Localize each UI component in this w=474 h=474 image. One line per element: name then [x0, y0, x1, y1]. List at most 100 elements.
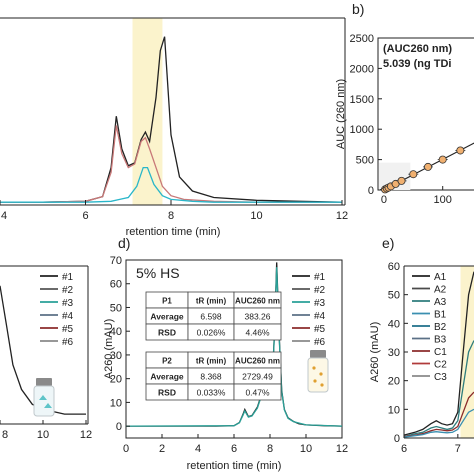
table-cell-text: Average	[150, 372, 184, 382]
tick-label: 6	[401, 443, 407, 455]
tick-label: 0	[123, 443, 129, 455]
table-cell-text: P2	[162, 357, 172, 366]
plot-frame	[125, 259, 343, 439]
annotation-line-1: (AUC260 nm)	[383, 43, 452, 55]
panel-label-e: e)	[382, 235, 394, 251]
table-cell-text: RSD	[158, 388, 176, 398]
legend-label: C3	[434, 372, 447, 383]
series-line-1	[403, 271, 474, 436]
legend-label: #3	[314, 298, 326, 309]
tick-label: 8	[168, 210, 174, 222]
tick-label: 30	[110, 350, 122, 362]
data-point	[397, 176, 406, 185]
table-cell-text: tR (min)	[196, 297, 227, 306]
table-cell-text: 383.26	[245, 312, 271, 322]
table-cell	[233, 383, 282, 401]
tick-label: 500	[356, 155, 374, 167]
data-point	[423, 162, 432, 171]
panel-a: 4 6 8 10 12 retention time (min)	[0, 17, 348, 238]
tick-label: 1500	[350, 94, 374, 106]
legend-label: C2	[434, 360, 447, 371]
tick-label: 0	[381, 194, 387, 206]
highlight-band	[132, 18, 163, 205]
tick-label: 50	[388, 290, 400, 302]
table-cell-text: tR (min)	[196, 357, 227, 366]
panel-c: 8 10 12 #1 #2 #3 #4 #5 #6	[0, 265, 92, 441]
table-cell-text: 0.47%	[245, 388, 270, 398]
tick-label: 6	[82, 210, 88, 222]
tick-label: 10	[250, 210, 262, 222]
legend-label: #1	[314, 272, 326, 283]
vial-icon	[307, 350, 329, 393]
table-cell-text: P1	[162, 297, 172, 306]
tick-label: 8	[267, 443, 273, 455]
legend-label: A3	[434, 297, 447, 308]
tick-label: 6	[231, 443, 237, 455]
table-cell	[233, 323, 282, 341]
series-line-1	[0, 36, 343, 203]
tick-label: 10	[37, 429, 49, 441]
panel-d: d) 0 2 4 6 8 10 12 0 10 20 30 40 50 60 70 A260 (mAU) r…	[103, 235, 348, 472]
tick-label: 20	[388, 376, 400, 388]
panel-label-b: b)	[352, 1, 364, 17]
table-cell-text: 6.598	[200, 312, 222, 322]
tick-label: 2000	[350, 63, 374, 75]
tick-label: 0	[394, 433, 400, 445]
legend-label: B1	[434, 310, 447, 321]
legend-label: #4	[62, 311, 74, 322]
tick-label: 0	[368, 185, 374, 197]
tick-label: 4	[1, 210, 7, 222]
tick-label: 100	[434, 194, 452, 206]
series-line-3	[0, 166, 342, 203]
table-cell-text: AUC260 nm	[235, 297, 280, 306]
series-line-2	[0, 125, 342, 203]
series-line-2	[125, 267, 343, 427]
legend-label: #6	[62, 337, 74, 348]
tick-label: 12	[80, 429, 92, 441]
tick-label: 7	[455, 443, 461, 455]
table-cell-text: AUC260 nm	[235, 357, 280, 366]
panel-label-d: d)	[118, 235, 130, 251]
annotation-line-2: 5.039 (ng TDi	[383, 58, 451, 70]
legend-label: #5	[314, 324, 326, 335]
tick-label: 10	[110, 397, 122, 409]
tick-label: 50	[110, 302, 122, 314]
table-cell-text: 0.033%	[197, 388, 226, 398]
tick-label: 70	[110, 255, 122, 267]
legend-label: A2	[434, 285, 447, 296]
x-axis-label: retention time (min)	[126, 226, 221, 238]
y-axis-label: A260 (mAU)	[369, 322, 381, 383]
tick-label: 2	[159, 443, 165, 455]
y-axis-label: A260 (mAU)	[103, 319, 115, 380]
tick-label: 8	[2, 429, 8, 441]
table-cell-text: 2729.49	[242, 372, 273, 382]
tick-label: 10	[388, 404, 400, 416]
y-axis-label: AUC (260 nm)	[335, 79, 347, 149]
vial-icon	[33, 378, 55, 417]
legend-label: #2	[62, 285, 74, 296]
table-cell-text: RSD	[158, 328, 176, 338]
x-axis-label: retention time (min)	[187, 460, 282, 472]
legend-label: #4	[314, 311, 326, 322]
series-line-2	[403, 340, 474, 438]
legend-label: #6	[314, 337, 326, 348]
tick-label: 0	[116, 421, 122, 433]
table-cell-text: 0.026%	[197, 328, 226, 338]
tick-label: 60	[388, 261, 400, 273]
panel-b: b) 0 500 1000 1500 2000 2500 0 100 AUC (260 nm)…	[335, 1, 474, 206]
legend-label: B3	[434, 335, 447, 346]
series-line-3	[403, 391, 474, 438]
data-point	[409, 170, 418, 179]
tick-label: 4	[195, 443, 201, 455]
data-point	[456, 146, 465, 155]
tick-label: 12	[336, 210, 348, 222]
legend-label: #3	[62, 298, 74, 309]
tick-label: 40	[388, 318, 400, 330]
legend-label: C1	[434, 347, 447, 358]
tick-label: 30	[388, 347, 400, 359]
legend-label: #5	[62, 324, 74, 335]
series-line-1	[126, 262, 343, 427]
tick-label: 1000	[350, 124, 374, 136]
tick-label: 10	[300, 443, 312, 455]
legend-label: A1	[434, 272, 447, 283]
